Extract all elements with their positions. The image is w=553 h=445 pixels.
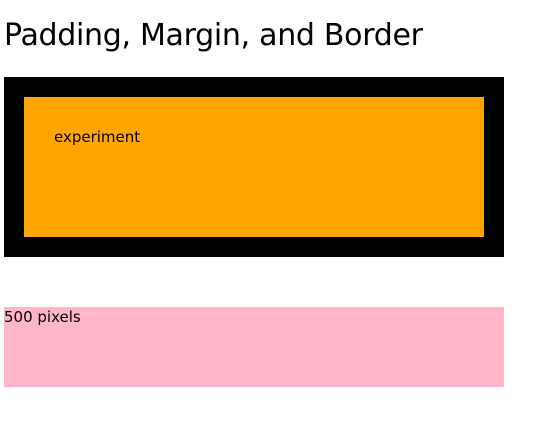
- width-500-box: 500 pixels: [4, 307, 504, 387]
- experiment-text: experiment: [54, 128, 141, 146]
- page-title: Padding, Margin, and Border: [4, 18, 423, 53]
- width-label: 500 pixels: [4, 308, 81, 326]
- experiment-box: experiment: [4, 77, 504, 257]
